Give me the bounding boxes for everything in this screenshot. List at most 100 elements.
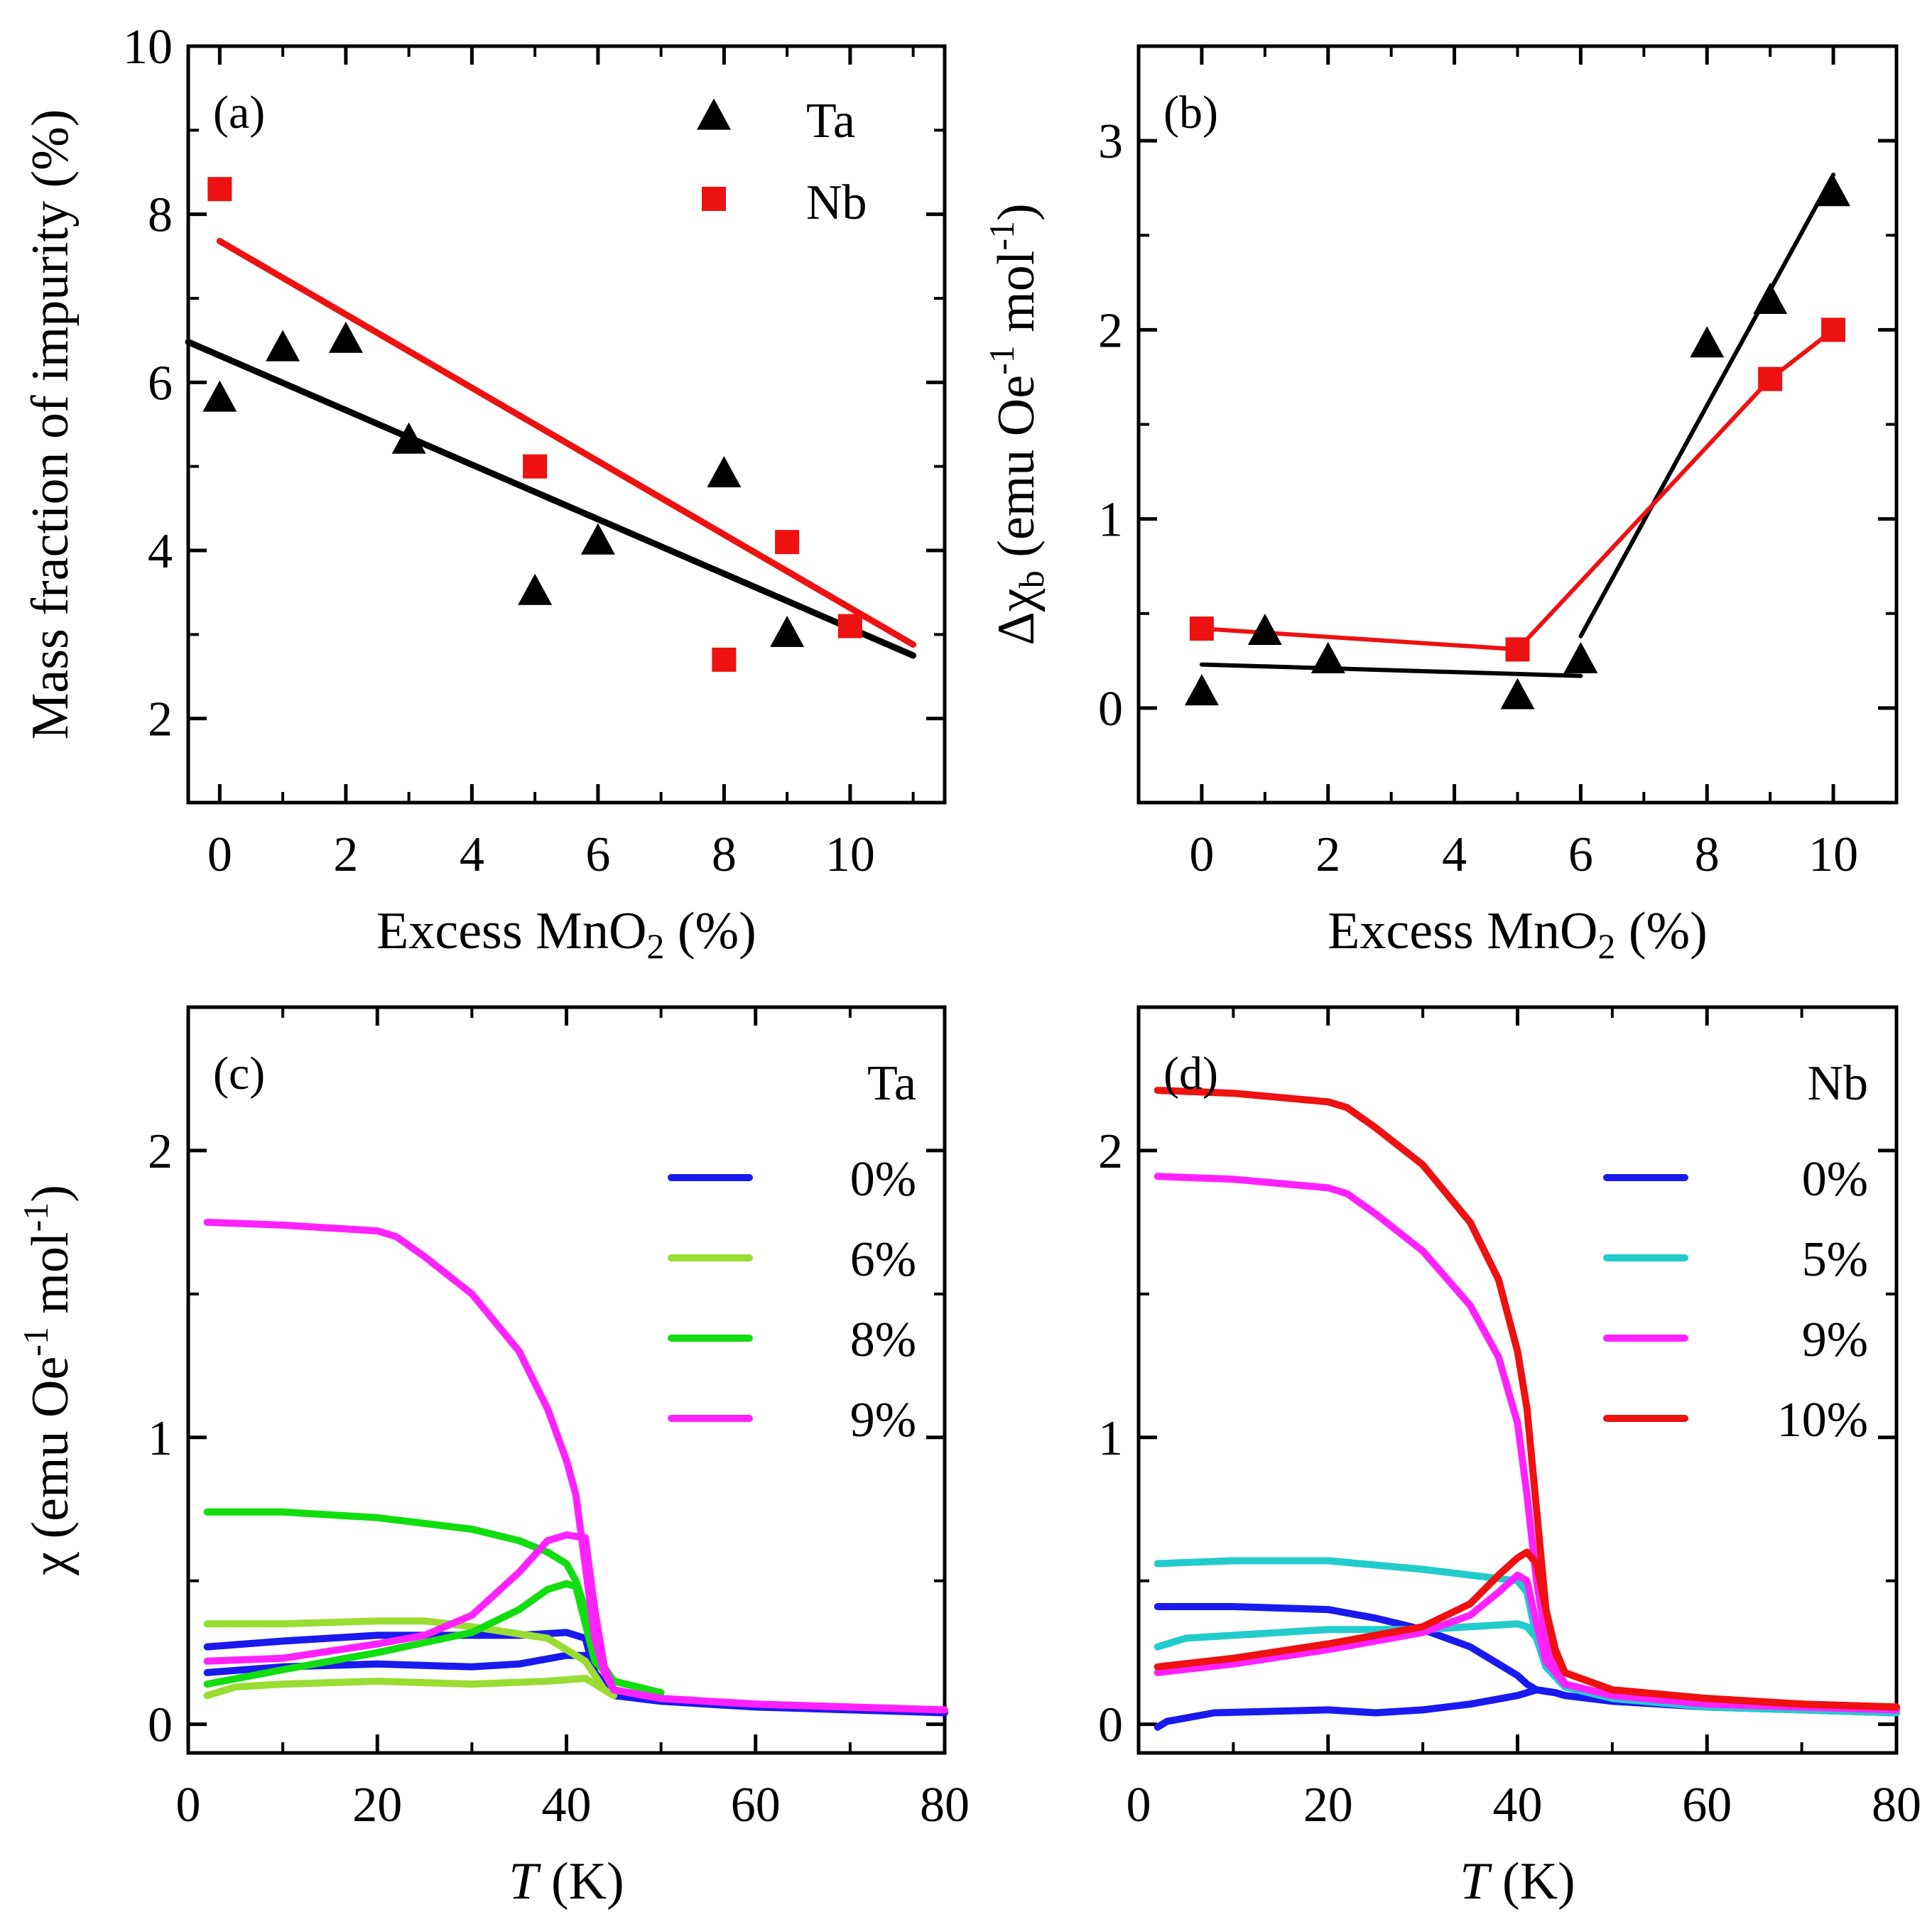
- data-point-Ta: [202, 380, 237, 412]
- data-point-Ta: [1563, 641, 1598, 673]
- data-point-Ta: [707, 456, 742, 488]
- legend-label-10%: 10%: [1777, 1393, 1868, 1448]
- fc-curve-6%: [203, 1617, 618, 1700]
- data-point-Nb: [1189, 617, 1214, 641]
- x-axis-label: Excess MnO2 (%): [1328, 902, 1708, 966]
- y-axis-label: Mass fraction of impurity (%): [21, 109, 80, 740]
- y-tick-label: 0: [1098, 682, 1123, 737]
- data-point-Ta: [1247, 613, 1282, 645]
- data-point-Ta: [391, 422, 426, 454]
- fit-line-Nb: [216, 238, 917, 648]
- y-tick-label: 6: [148, 356, 173, 411]
- fit-line-Ta: [185, 339, 917, 659]
- x-tick-label: 2: [1315, 827, 1340, 882]
- x-axis-label-var: T: [1460, 1852, 1492, 1911]
- y-tick-label: 2: [148, 693, 173, 747]
- data-point-Ta: [1690, 326, 1725, 358]
- data-point-Nb: [1821, 317, 1846, 342]
- y-tick-label: 2: [1098, 303, 1123, 358]
- x-tick-label: 0: [1189, 827, 1214, 882]
- data-point-Ta: [770, 615, 805, 647]
- y-axis-label-unit2: mol: [987, 251, 1046, 346]
- x-tick-label: 10: [1808, 827, 1858, 882]
- x-tick-label: 8: [1695, 827, 1720, 882]
- x-tick-label: 60: [1682, 1778, 1732, 1832]
- x-axis-label-tail: (%): [664, 902, 756, 960]
- fit-line-Ta: [1578, 173, 1836, 639]
- zfc-curve-5%: [1154, 1620, 1900, 1717]
- x-axis-label-main: Excess MnO: [376, 902, 646, 960]
- y-tick-label: 0: [148, 1698, 173, 1753]
- panel-title: Nb: [1807, 1056, 1868, 1111]
- fit-line-Nb: [1199, 626, 1520, 652]
- x-axis-label: T (K): [1460, 1852, 1575, 1911]
- y-axis-label: χ (emu Oe-1 mol-1): [16, 1185, 80, 1576]
- x-axis-label-main: Excess MnO: [1328, 902, 1597, 960]
- y-tick-label: 10: [123, 20, 173, 75]
- x-tick-label: 8: [712, 827, 737, 882]
- legend-label-9%: 9%: [1802, 1313, 1868, 1367]
- legend-label-5%: 5%: [1802, 1232, 1868, 1287]
- y-tick-label: 2: [148, 1124, 173, 1179]
- data-point-Nb: [837, 614, 862, 639]
- x-tick-label: 20: [352, 1778, 402, 1832]
- y-axis-label-sup2: -1: [982, 221, 1021, 251]
- data-point-Ta: [1310, 641, 1345, 673]
- panel-label: (a): [213, 87, 265, 139]
- y-axis-label-close: ): [21, 1185, 80, 1202]
- panel-d-chart: 0 20 40 60 80 0 1 2 (d) Nb 0% 5% 9% 10% T (K): [1098, 1005, 1921, 1911]
- x-tick-label: 0: [1127, 1778, 1151, 1832]
- x-tick-label: 0: [207, 827, 232, 882]
- x-axis-label: Excess MnO2 (%): [376, 902, 756, 966]
- legend-marker-Ta: [697, 98, 731, 130]
- zfc-curve-8%: [203, 1580, 665, 1697]
- y-tick-label: 4: [148, 524, 173, 579]
- legend-label-8%: 8%: [850, 1313, 916, 1367]
- x-tick-label: 40: [1493, 1778, 1543, 1832]
- x-tick-label: 2: [333, 827, 358, 882]
- y-tick-label: 1: [148, 1411, 173, 1466]
- x-axis-label-unit: (K): [538, 1852, 624, 1911]
- y-axis-label-close: ): [987, 203, 1046, 221]
- data-point-Ta: [580, 523, 615, 555]
- y-tick-label: 1: [1098, 493, 1123, 548]
- panel-title: Ta: [867, 1056, 916, 1111]
- x-axis-label-sub: 2: [1597, 926, 1615, 966]
- x-tick-label: 20: [1303, 1778, 1353, 1832]
- y-tick-label: 1: [1098, 1411, 1123, 1466]
- data-point-Ta: [1184, 674, 1219, 706]
- x-tick-label: 10: [825, 827, 875, 882]
- x-tick-label: 80: [920, 1778, 970, 1832]
- fc-curve-0%: [1154, 1603, 1569, 1700]
- data-point-Nb: [1758, 366, 1783, 391]
- x-axis-label-sub: 2: [646, 926, 664, 966]
- legend-marker-Nb: [702, 187, 726, 211]
- y-axis-label-sup: -1: [982, 345, 1021, 375]
- y-tick-label: 3: [1098, 114, 1123, 169]
- data-point-Ta: [518, 573, 553, 605]
- x-tick-label: 0: [176, 1778, 201, 1832]
- x-tick-label: 6: [585, 827, 610, 882]
- data-point-Nb: [207, 177, 232, 202]
- data-point-Nb: [712, 647, 737, 672]
- fit-line-Ta: [1199, 662, 1583, 678]
- x-axis-label-unit: (K): [1489, 1852, 1575, 1911]
- y-axis-label-symbol: Δχ: [987, 588, 1046, 646]
- y-axis-label: Δχb (emu Oe-1 mol-1): [982, 203, 1051, 645]
- x-axis-label-var: T: [509, 1852, 541, 1911]
- x-tick-label: 60: [731, 1778, 781, 1832]
- x-axis-label-tail: (%): [1615, 902, 1707, 960]
- legend-label-0%: 0%: [850, 1152, 916, 1207]
- y-axis-label-unit: (emu Oe: [987, 375, 1046, 570]
- fit-line-Nb: [1515, 327, 1836, 652]
- y-tick-label: 0: [1098, 1698, 1123, 1753]
- x-tick-label: 6: [1568, 827, 1593, 882]
- y-axis-label-sub: b: [1011, 570, 1051, 588]
- x-tick-label: 80: [1872, 1778, 1921, 1832]
- data-point-Ta: [266, 330, 300, 362]
- data-point-Nb: [775, 530, 800, 555]
- y-tick-label: 2: [1098, 1124, 1123, 1179]
